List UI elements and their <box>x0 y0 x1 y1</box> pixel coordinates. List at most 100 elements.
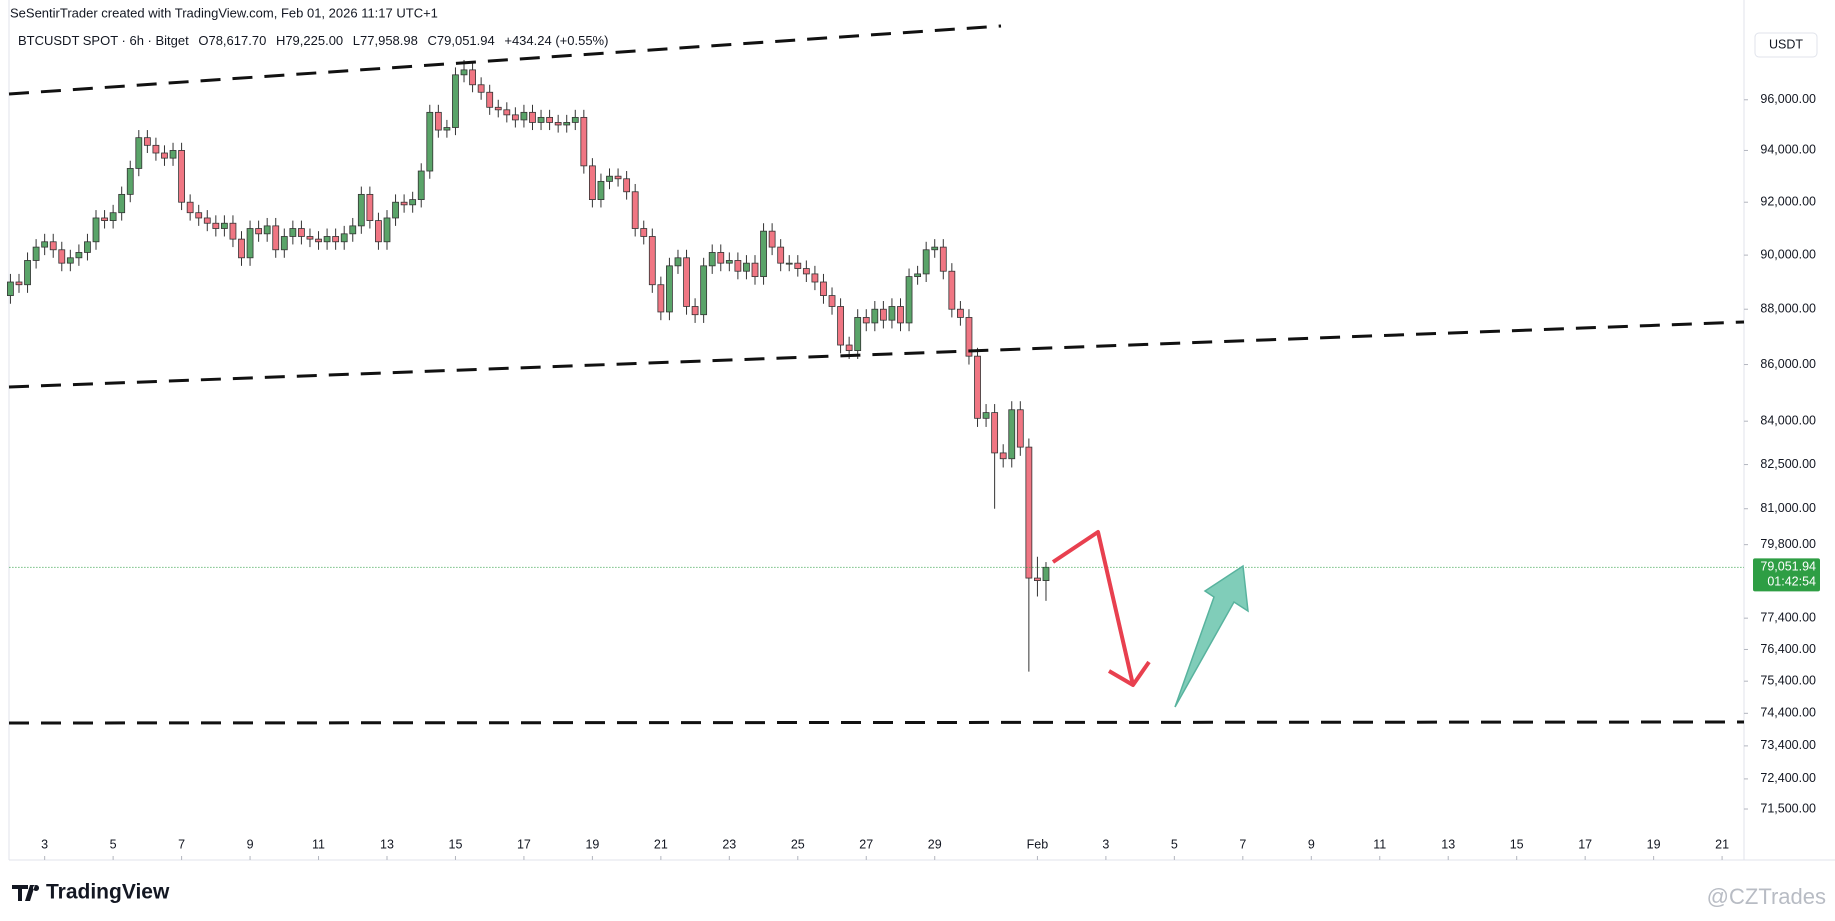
candle-body <box>503 109 511 116</box>
y-tick-label: 77,400.00 <box>1760 610 1816 624</box>
y-tick-label: 71,500.00 <box>1760 801 1816 815</box>
candle-body <box>24 260 31 286</box>
candle-body <box>332 236 340 243</box>
red-arrow-head <box>1107 660 1151 687</box>
y-tick-label: 74,400.00 <box>1760 706 1816 720</box>
candle-body <box>768 230 776 248</box>
candle-body <box>306 236 314 240</box>
candle-body <box>135 137 143 169</box>
candle-body <box>725 260 733 264</box>
candle-body <box>357 193 365 227</box>
x-tick-label: 19 <box>585 837 599 851</box>
candle-body <box>469 69 476 86</box>
candle-body <box>982 412 990 419</box>
logo-text[interactable]: TradingView <box>46 881 170 904</box>
footer-logo[interactable]: TradingView <box>12 881 170 904</box>
candle-body <box>820 281 827 296</box>
candle-body <box>118 193 126 214</box>
candle-body <box>511 114 519 121</box>
candle-body <box>931 246 939 251</box>
y-tick-label: 79,800.00 <box>1760 537 1816 551</box>
x-tick-label: 11 <box>1373 837 1386 851</box>
currency[interactable]: USDT <box>1769 37 1803 51</box>
candle-body <box>631 191 639 229</box>
candle-body <box>143 137 151 146</box>
candle-body <box>58 249 66 264</box>
x-tick-label: 5 <box>110 837 117 851</box>
x-tick-label: 29 <box>928 837 942 851</box>
candle-body <box>178 150 185 203</box>
trend-line <box>8 24 1002 96</box>
last-price-label: 79,051.94 <box>1760 560 1816 574</box>
candle-body <box>486 91 494 108</box>
plot: 96,000.00 94,000.00 92,000.00 90,000.00 88,0… <box>7 59 1816 860</box>
y-tick-label: 90,000.00 <box>1760 247 1816 261</box>
candle-body <box>571 116 579 123</box>
candle-body <box>854 317 862 351</box>
candle-body <box>417 170 425 200</box>
candle-body <box>700 265 708 316</box>
candle-body <box>1016 409 1024 448</box>
candle-body <box>529 111 536 123</box>
candle-body <box>32 246 40 261</box>
y-tick-label: 76,400.00 <box>1760 642 1816 656</box>
candle-body <box>785 262 793 265</box>
red-arrow <box>1051 530 1135 686</box>
candle-body <box>7 281 14 296</box>
candle-body <box>520 111 528 121</box>
candle-body <box>152 144 160 154</box>
logo-icon[interactable] <box>12 885 40 901</box>
candle-body <box>212 222 220 229</box>
candle-body <box>426 111 434 172</box>
candle-body <box>41 241 49 248</box>
candle-body <box>794 262 802 269</box>
candle-body <box>246 228 254 259</box>
candle-body <box>580 116 588 167</box>
candle-body <box>477 84 485 93</box>
candle-body <box>366 193 374 221</box>
x-tick-label: 27 <box>859 837 873 851</box>
candle-body <box>751 262 759 278</box>
candle-body <box>101 217 108 221</box>
candle-body <box>743 262 750 272</box>
candle-body <box>974 355 981 419</box>
x-tick-label: 3 <box>41 837 48 851</box>
y-tick-label: 84,000.00 <box>1760 413 1816 427</box>
x-tick-label: 17 <box>1578 837 1592 851</box>
candle-body <box>289 228 297 237</box>
candle-body <box>999 452 1007 460</box>
candle-body <box>965 317 973 357</box>
x-tick-label: 7 <box>1239 837 1246 851</box>
y-tick-label: 72,400.00 <box>1760 771 1816 785</box>
symbol-legend: BTCUSDT SPOT · 6h · Bitget O78,617.70 H7… <box>18 33 608 48</box>
candle-body <box>220 222 228 229</box>
y-tick-label: 96,000.00 <box>1760 92 1816 106</box>
x-tick-label: 9 <box>247 837 254 851</box>
candle-body <box>66 257 74 264</box>
currency-box[interactable] <box>1754 32 1818 58</box>
candle-body <box>828 295 836 307</box>
candle-body <box>409 199 417 206</box>
candle-body <box>922 249 930 275</box>
candle-body <box>597 180 605 200</box>
candle-body <box>640 228 648 237</box>
candle-body <box>92 217 100 243</box>
candle-body <box>75 252 83 259</box>
trend-line <box>8 320 1745 389</box>
change-label: +434.24 (+0.55%) <box>504 33 608 48</box>
candle-body <box>563 122 571 126</box>
x-tick-label: 21 <box>654 837 668 851</box>
x-tick-label: 5 <box>1171 837 1178 851</box>
candle-body <box>195 212 203 219</box>
y-tick-label: 75,400.00 <box>1760 673 1816 687</box>
candle-body <box>811 273 819 283</box>
ohlc-label: H79,225.00 <box>276 33 343 48</box>
x-tick-label: 9 <box>1308 837 1315 851</box>
candle-body <box>905 276 913 324</box>
candle-body <box>734 260 742 272</box>
candle-body <box>323 236 331 243</box>
candle-body <box>434 111 442 131</box>
candle-body <box>760 230 767 278</box>
